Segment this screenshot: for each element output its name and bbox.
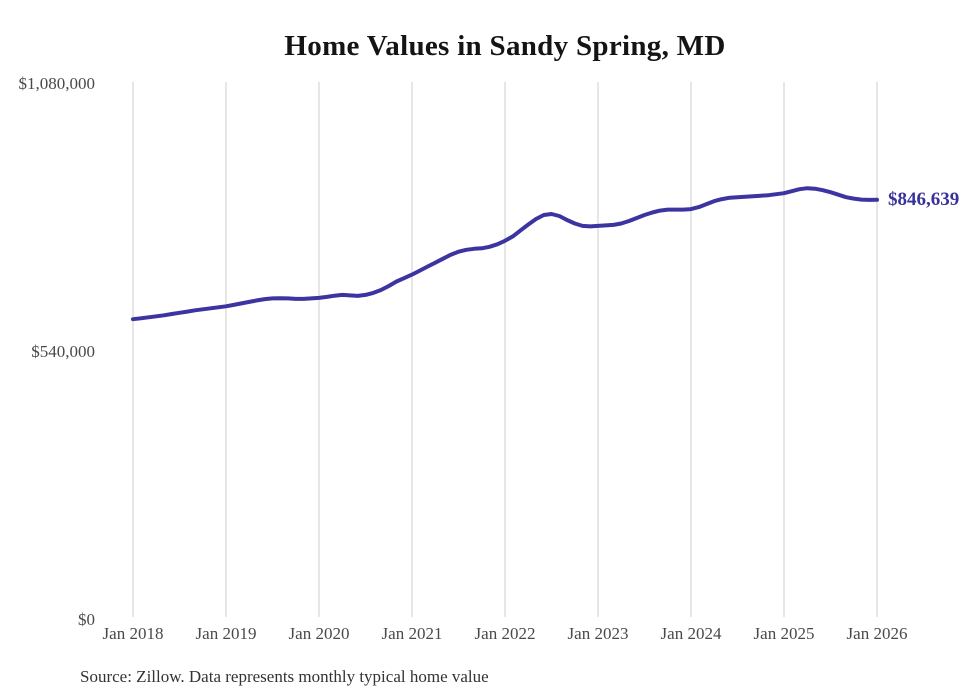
x-tick-jan-2019: Jan 2019 bbox=[195, 624, 257, 643]
y-tick-0: $0 bbox=[78, 610, 95, 629]
x-tick-jan-2022: Jan 2022 bbox=[474, 624, 536, 643]
chart-title: Home Values in Sandy Spring, MD bbox=[284, 30, 726, 62]
x-tick-jan-2023: Jan 2023 bbox=[567, 624, 629, 643]
x-tick-jan-2018: Jan 2018 bbox=[102, 624, 164, 643]
x-tick-jan-2020: Jan 2020 bbox=[288, 624, 350, 643]
x-tick-jan-2025: Jan 2025 bbox=[753, 624, 815, 643]
x-tick-jan-2024: Jan 2024 bbox=[660, 624, 722, 643]
gridlines bbox=[132, 82, 878, 617]
y-tick-1080000: $1,080,000 bbox=[18, 74, 96, 93]
home-value-line bbox=[131, 186, 879, 322]
latest-value-label: $846,639 bbox=[888, 188, 960, 210]
x-tick-jan-2026: Jan 2026 bbox=[846, 624, 908, 643]
source-note: Source: Zillow. Data represents monthly … bbox=[80, 667, 489, 686]
y-tick-540000: $540,000 bbox=[31, 342, 95, 361]
x-tick-jan-2021: Jan 2021 bbox=[381, 624, 443, 643]
